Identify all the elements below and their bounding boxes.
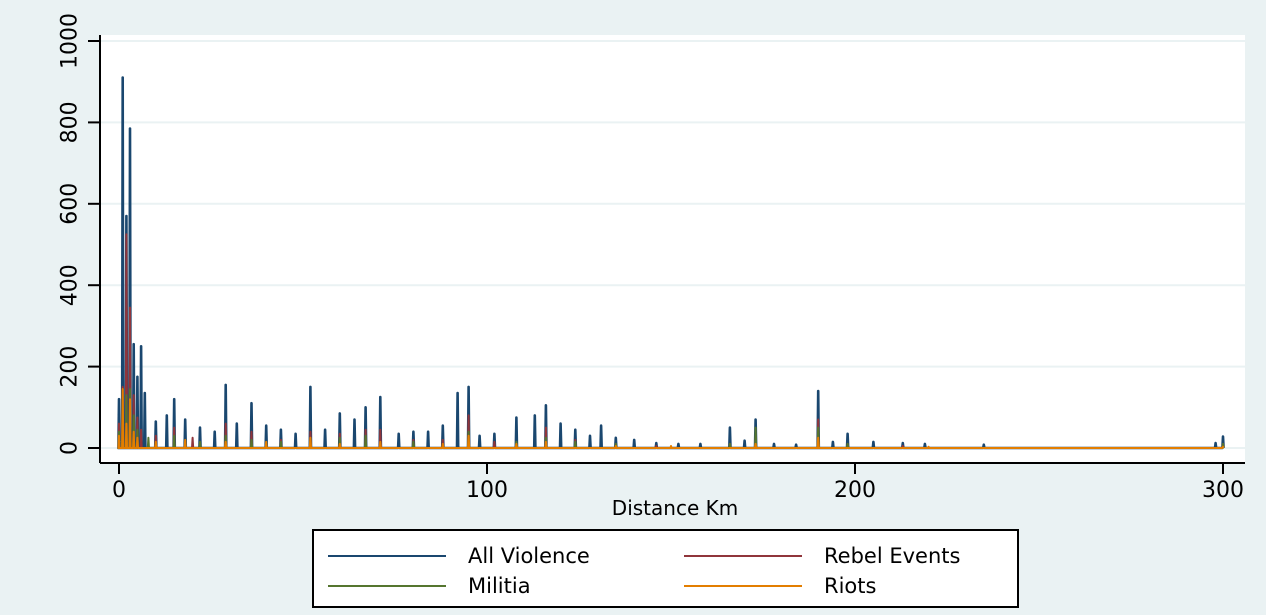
- legend-label: All Violence: [468, 544, 590, 568]
- series-lines: [117, 76, 1225, 450]
- x-tick-label: 100: [466, 478, 508, 503]
- legend-box: [312, 529, 1019, 608]
- legend: All Violence Rebel Events Militia Riots: [312, 529, 1019, 608]
- y-tick-label: 1000: [58, 13, 83, 69]
- series-line-riots: [117, 388, 1225, 449]
- legend-label: Militia: [468, 574, 531, 598]
- plot-background: [100, 35, 1245, 463]
- x-tick-label: 0: [112, 478, 126, 503]
- y-tick-label: 0: [58, 441, 83, 455]
- legend-label: Riots: [824, 574, 876, 598]
- y-tick-label: 200: [58, 346, 83, 388]
- x-tick-label: 300: [1202, 478, 1244, 503]
- y-tick-label: 600: [58, 183, 83, 225]
- y-tick-label: 800: [58, 101, 83, 143]
- axes: [99, 35, 1245, 464]
- x-tick-label: 200: [834, 478, 876, 503]
- tick-labels: 0 200 400 600 800 1000 0 100 200 300: [58, 13, 1245, 503]
- x-axis-title: Distance Km: [612, 496, 738, 520]
- legend-label: Rebel Events: [824, 544, 960, 568]
- y-tick-label: 400: [58, 264, 83, 306]
